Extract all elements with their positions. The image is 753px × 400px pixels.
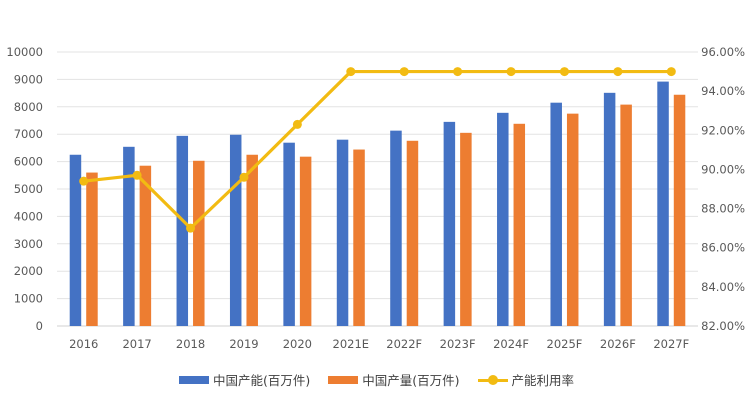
- bar-output: [299, 156, 312, 326]
- right-axis-tick: 94.00%: [701, 84, 745, 98]
- right-axis-tick: 88.00%: [701, 202, 745, 216]
- left-axis-tick: 5000: [14, 182, 43, 196]
- point-utilization: [79, 176, 89, 186]
- legend-item-capacity: 中国产能(百万件): [178, 370, 311, 389]
- point-utilization: [186, 223, 196, 233]
- x-axis-tick: 2023F: [440, 337, 476, 351]
- left-axis-tick: 7000: [14, 127, 43, 141]
- point-utilization: [346, 67, 356, 77]
- legend-swatch-output: [328, 375, 359, 384]
- x-axis-tick: 2018: [176, 337, 205, 351]
- legend-label-output: 中国产量(百万件): [362, 373, 460, 388]
- bar-output: [673, 94, 686, 326]
- x-axis-tick: 2017: [122, 337, 151, 351]
- right-axis-tick: 82.00%: [701, 319, 745, 333]
- right-axis-tick: 86.00%: [701, 241, 745, 255]
- left-axis-tick: 3000: [14, 237, 43, 251]
- left-axis-tick: 0: [36, 319, 43, 333]
- x-axis-tick: 2020: [283, 337, 312, 351]
- x-axis-tick: 2022F: [386, 337, 422, 351]
- left-axis-tick: 4000: [14, 209, 43, 223]
- legend-item-utilization: 产能利用率: [477, 370, 575, 389]
- legend-swatch-utilization: [477, 374, 508, 386]
- bar-output: [353, 149, 365, 326]
- chart: 0 1000 2000 3000 4000 5000 6000 7000 8000 9000 100…: [6, 45, 745, 351]
- x-axis-tick: 2026F: [600, 337, 636, 351]
- x-axis-tick: 2019: [229, 337, 258, 351]
- point-utilization: [399, 67, 409, 77]
- legend-label-utilization: 产能利用率: [511, 373, 575, 388]
- left-axis-tick: 8000: [14, 100, 43, 114]
- bar-capacity: [336, 139, 349, 326]
- bar-output: [246, 154, 258, 326]
- bar-output: [620, 104, 632, 326]
- left-axis-tick: 10000: [6, 45, 43, 59]
- point-utilization: [239, 172, 249, 182]
- bar-output: [460, 132, 472, 326]
- point-utilization: [506, 67, 516, 77]
- point-utilization: [453, 67, 463, 77]
- bar-capacity: [283, 142, 295, 326]
- bar-capacity: [603, 92, 616, 327]
- bar-capacity: [550, 102, 562, 326]
- legend-item-output: 中国产量(百万件): [328, 370, 460, 389]
- right-axis-tick: 92.00%: [701, 123, 745, 137]
- bar-capacity: [123, 146, 135, 326]
- point-utilization: [292, 119, 302, 129]
- bar-output: [193, 160, 205, 326]
- x-axis-tick: 2025F: [547, 337, 583, 351]
- legend-swatch-capacity: [178, 375, 209, 384]
- bar-output: [566, 113, 579, 327]
- bar-output: [513, 123, 526, 327]
- legend: 中国产能(百万件) 中国产量(百万件) 产能利用率: [0, 370, 753, 389]
- right-axis-tick: 96.00%: [701, 45, 745, 59]
- bar-capacity: [390, 130, 402, 326]
- x-axis-tick: 2027F: [653, 337, 689, 351]
- line-utilization: [83, 69, 672, 230]
- bar-capacity: [443, 121, 456, 327]
- point-utilization: [559, 67, 569, 77]
- right-axis-tick: 84.00%: [701, 280, 745, 294]
- point-utilization: [613, 67, 623, 77]
- bar-capacity: [176, 135, 189, 326]
- bar-capacity: [657, 81, 669, 326]
- bar-capacity: [497, 112, 509, 326]
- left-axis-tick: 9000: [14, 72, 43, 86]
- left-axis-tick: 6000: [14, 155, 43, 169]
- bar-capacity: [69, 154, 82, 326]
- x-axis-tick: 2016: [69, 337, 98, 351]
- bar-output: [406, 140, 419, 326]
- left-axis-tick: 1000: [14, 292, 43, 306]
- bar-output: [86, 172, 98, 326]
- x-axis-tick: 2024F: [493, 337, 529, 351]
- x-axis-tick: 2021E: [333, 337, 370, 351]
- right-axis-tick: 90.00%: [701, 162, 745, 176]
- left-axis-tick: 2000: [14, 264, 43, 278]
- bar-capacity: [229, 134, 242, 326]
- bar-output: [139, 165, 152, 326]
- point-utilization: [132, 170, 142, 180]
- legend-label-capacity: 中国产能(百万件): [212, 373, 311, 388]
- point-utilization: [666, 67, 676, 77]
